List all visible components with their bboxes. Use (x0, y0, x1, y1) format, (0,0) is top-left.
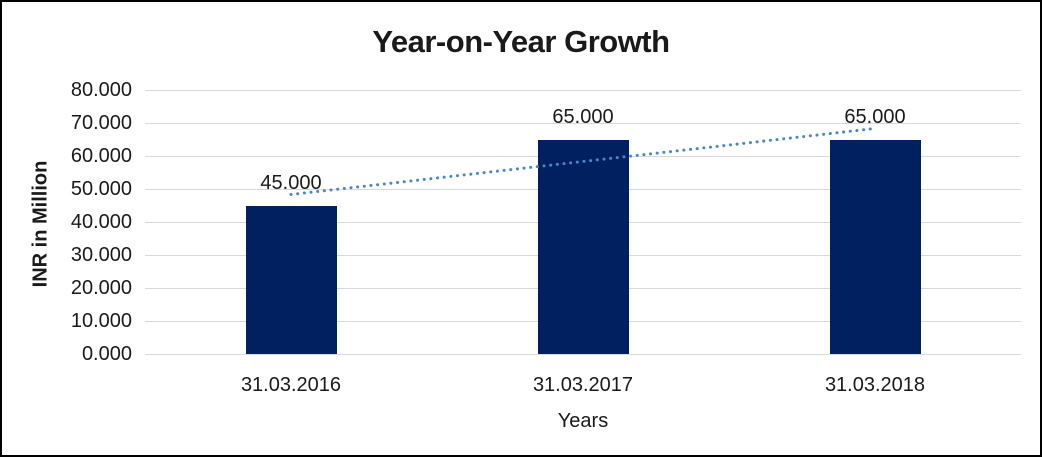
bar (829, 139, 921, 354)
linear-trendline (289, 127, 877, 196)
y-tick-label: 10.000 (70, 310, 132, 332)
x-axis: 31.03.2016 31.03.2017 31.03.2018 (145, 373, 1021, 397)
x-tick-label: 31.03.2017 (532, 374, 634, 396)
chart-title: Year-on-Year Growth (372, 24, 670, 59)
y-tick-label: 70.000 (70, 112, 132, 134)
y-tick-label: 30.000 (70, 244, 132, 266)
gridline (145, 123, 1021, 124)
bar-value-label: 65.000 (844, 105, 906, 128)
x-tick-label: 31.03.2016 (240, 374, 342, 396)
y-tick-label: 40.000 (70, 211, 132, 233)
bar-value-label: 65.000 (552, 105, 614, 128)
x-axis-title: Years (557, 410, 609, 432)
y-tick-label: 20.000 (70, 277, 132, 299)
x-tick-label: 31.03.2018 (824, 374, 926, 396)
gridline (145, 354, 1021, 355)
gridline (145, 90, 1021, 91)
bar (537, 139, 629, 354)
plot-area: 45.000 65.000 65.000 (145, 90, 1021, 355)
y-tick-label: 50.000 (70, 178, 132, 200)
y-tick-label: 0.000 (81, 343, 132, 365)
bar (245, 205, 337, 354)
y-tick-label: 60.000 (70, 145, 132, 167)
y-tick-label: 80.000 (70, 79, 132, 101)
bar-value-label: 45.000 (260, 171, 322, 194)
